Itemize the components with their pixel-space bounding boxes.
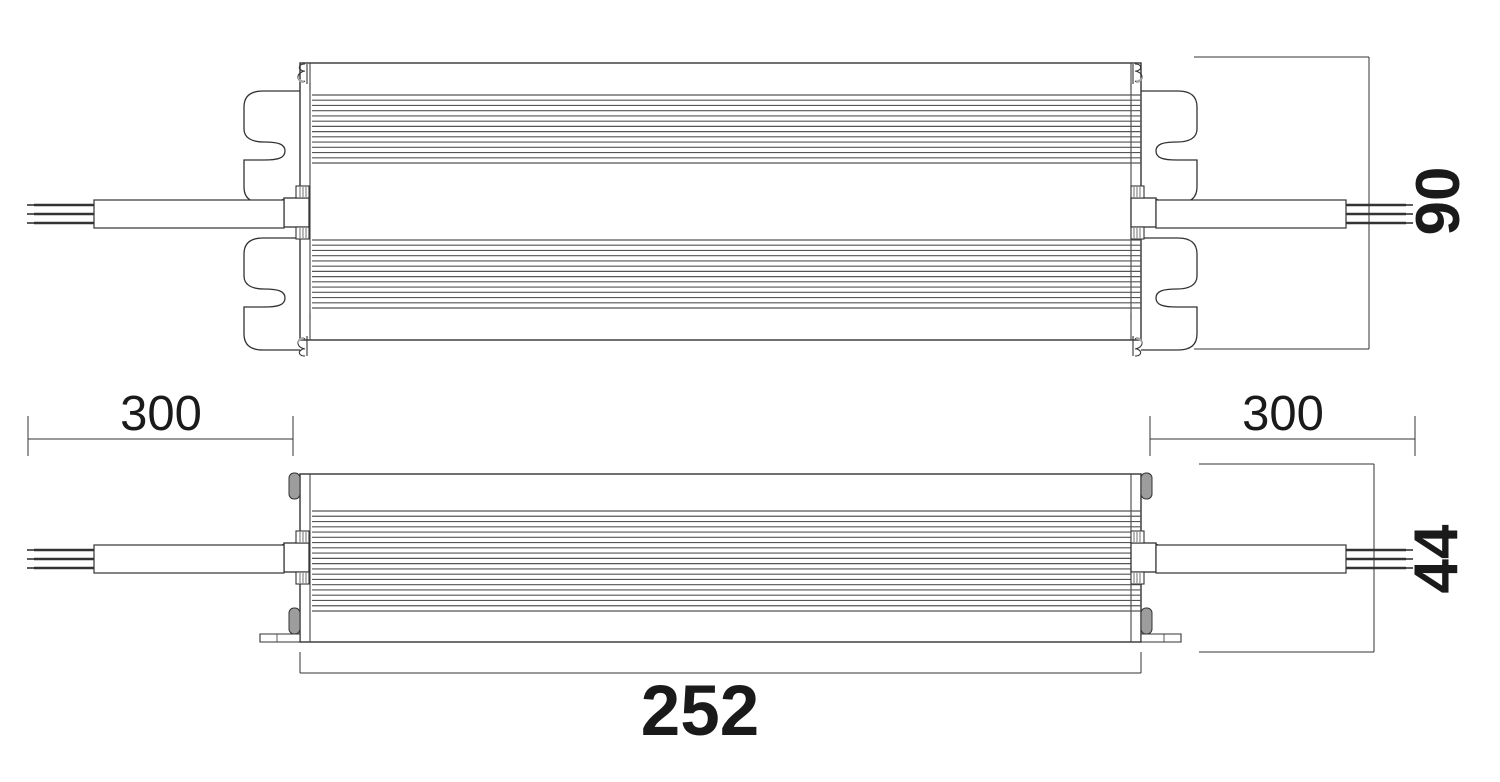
svg-text:252: 252: [641, 672, 759, 751]
svg-text:44: 44: [1402, 524, 1471, 593]
svg-text:300: 300: [1242, 387, 1324, 441]
svg-text:90: 90: [1404, 167, 1473, 236]
svg-text:300: 300: [120, 387, 202, 441]
